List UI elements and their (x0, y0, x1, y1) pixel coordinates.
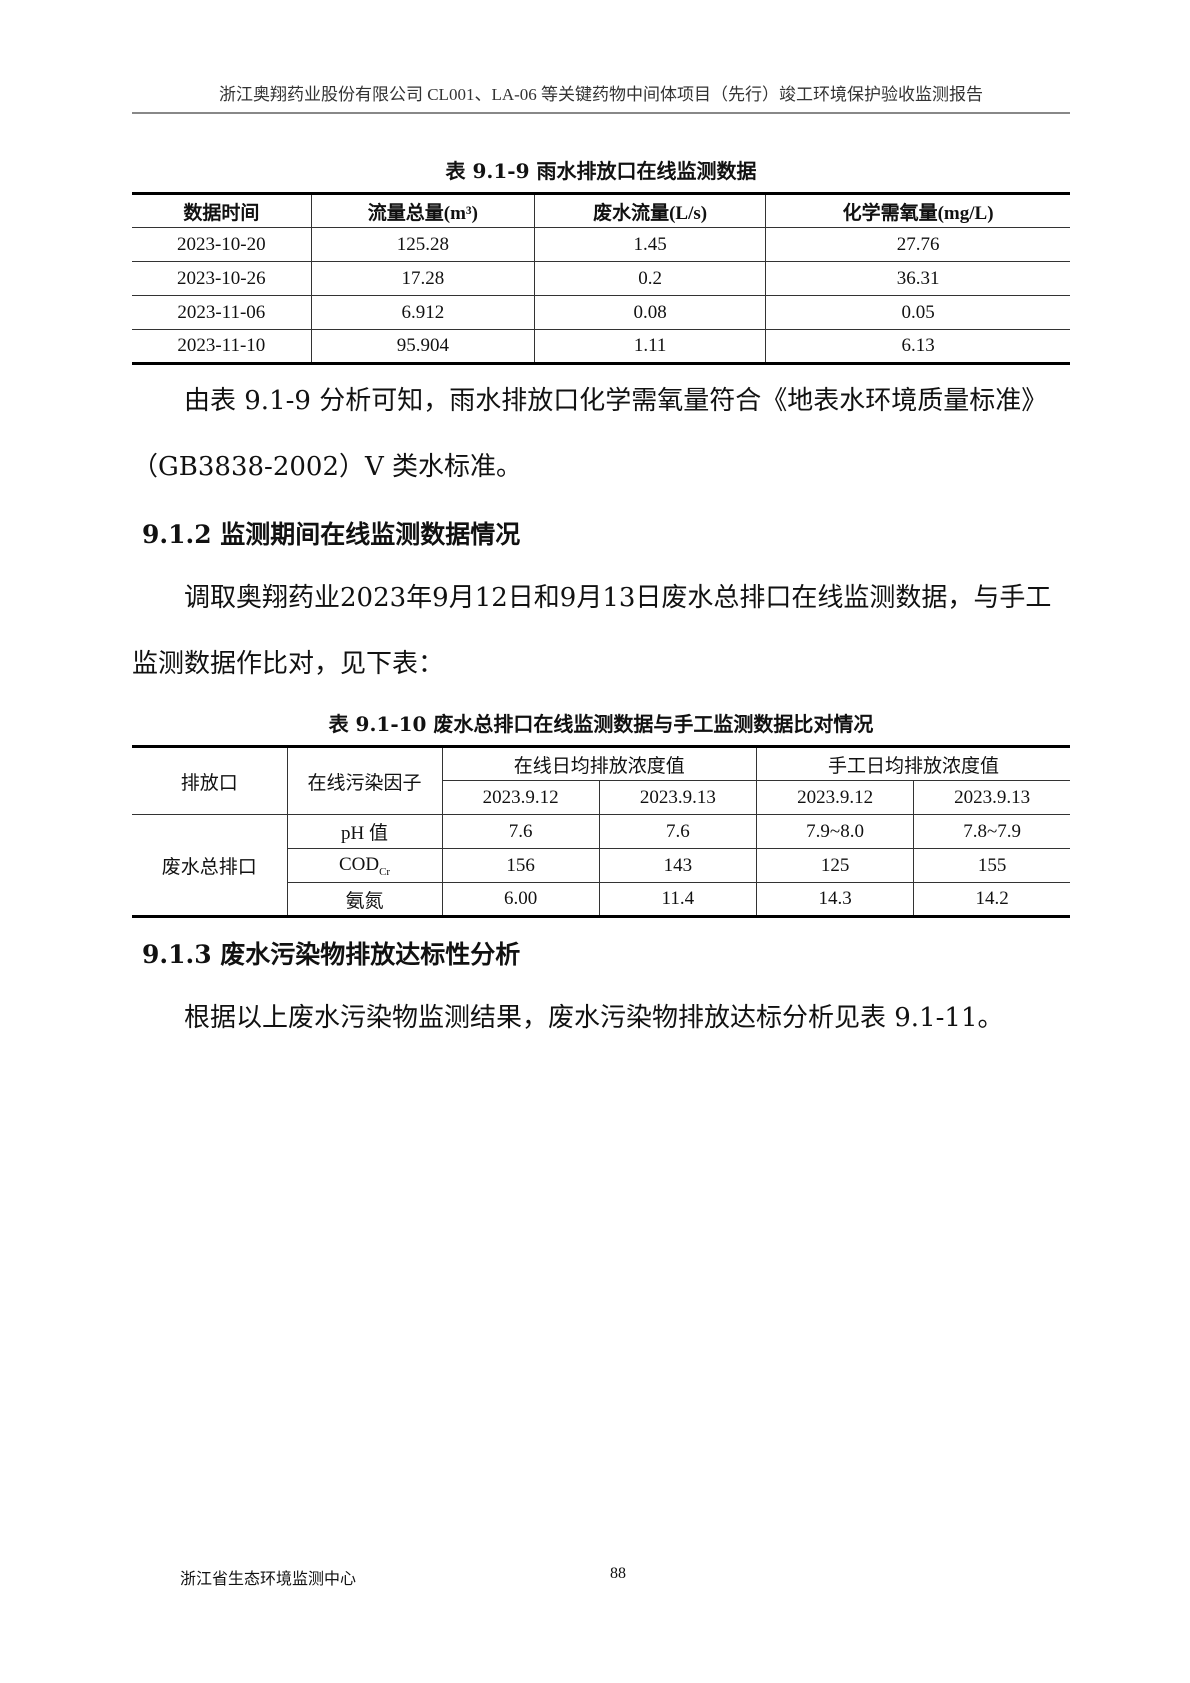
cell: 2023-11-06 (132, 295, 312, 330)
cell: 7.6 (598, 814, 757, 849)
date-header: 2023.9.13 (598, 780, 757, 815)
column-header: 废水流量(L/s) (534, 193, 767, 228)
table-row: 氨氮 6.00 11.4 14.3 14.2 (132, 882, 1070, 917)
cell: 17.28 (310, 261, 536, 296)
cell: 143 (598, 848, 757, 883)
cell: 0.2 (534, 261, 767, 296)
paragraph-analysis: 由表 9.1-9 分析可知，雨水排放口化学需氧量符合《地表水环境质量标准》（GB… (132, 386, 1048, 482)
column-header: 数据时间 (132, 193, 312, 228)
outlet-cell: 废水总排口 (132, 814, 288, 917)
column-header: 化学需氧量(mg/L) (765, 193, 1070, 228)
cell: 2023-10-20 (132, 227, 312, 262)
date-header: 2023.9.12 (442, 780, 600, 815)
section-heading-9-1-2: 9.1.2 监测期间在线监测数据情况 (142, 520, 521, 549)
column-header: 在线污染因子 (286, 746, 443, 815)
table-row: 2023-11-10 95.904 1.11 6.13 (132, 329, 1070, 364)
table2-caption: 表 9.1-10 废水总排口在线监测数据与手工监测数据比对情况 (328, 712, 874, 736)
factor-cell: 氨氮 (287, 882, 443, 917)
column-header: 排放口 (132, 746, 288, 815)
footer-organization: 浙江省生态环境监测中心 (180, 1569, 357, 1588)
cell: 125.28 (310, 227, 536, 262)
cell: 14.2 (913, 882, 1070, 917)
cell: 0.08 (534, 295, 767, 330)
cell: 7.6 (441, 814, 600, 849)
header-divider (132, 112, 1070, 114)
factor-name: COD (338, 853, 380, 875)
cell: 155 (913, 848, 1070, 883)
cell: 11.4 (598, 882, 757, 917)
column-header: 流量总量(m³) (310, 193, 536, 228)
table-row: 废水总排口 pH 值 7.6 7.6 7.9~8.0 7.8~7.9 (132, 814, 1070, 917)
table1-caption: 表 9.1-9 雨水排放口在线监测数据 (445, 159, 757, 183)
date-header: 2023.9.13 (913, 780, 1070, 815)
date-header: 2023.9.12 (755, 780, 915, 815)
table-header-row: 数据时间 流量总量(m³) 废水流量(L/s) 化学需氧量(mg/L) (132, 193, 1070, 228)
cell: 2023-11-10 (132, 329, 312, 364)
paragraph-conclusion: 根据以上废水污染物监测结果，废水污染物排放达标分析见表 9.1-11。 (184, 1003, 1004, 1033)
cell: 7.9~8.0 (755, 814, 915, 849)
cell: 2023-10-26 (132, 261, 312, 296)
factor-subscript: Cr (379, 865, 391, 878)
page-header: 浙江奥翔药业股份有限公司 CL001、LA-06 等关键药物中间体项目（先行）竣… (218, 85, 984, 104)
cell: 1.45 (534, 227, 767, 262)
cell: 36.31 (765, 261, 1070, 296)
cell: 1.11 (534, 329, 767, 364)
cell: 6.912 (310, 295, 536, 330)
cell: 95.904 (310, 329, 536, 364)
table-row: 2023-10-26 17.28 0.2 36.31 (132, 261, 1070, 296)
factor-cell: pH 值 (286, 814, 443, 849)
paragraph-intro: 调取奥翔药业2023年9月12日和9月13日废水总排口在线监测数据，与手工监测数… (132, 583, 1052, 679)
column-header: 在线日均排放浓度值 (441, 746, 757, 781)
cell: 125 (755, 848, 915, 883)
cell: 6.00 (441, 882, 600, 917)
cell: 14.3 (755, 882, 915, 917)
table-wastewater-comparison: 排放口 在线污染因子 在线日均排放浓度值 手工日均排放浓度值 2023.9.12… (132, 745, 1070, 918)
factor-cell: CODCr (287, 848, 443, 883)
cell: 7.8~7.9 (913, 814, 1070, 849)
table-row: 2023-10-20 125.28 1.45 27.76 (132, 227, 1070, 262)
cell: 27.76 (765, 227, 1070, 262)
column-header: 手工日均排放浓度值 (755, 746, 1070, 781)
cell: 6.13 (765, 329, 1070, 364)
table-row: 2023-11-06 6.912 0.08 0.05 (132, 295, 1070, 330)
cell: 156 (441, 848, 600, 883)
section-heading-9-1-3: 9.1.3 废水污染物排放达标性分析 (142, 940, 521, 969)
table-row: CODCr 156 143 125 155 (132, 848, 1070, 883)
table-rainwater-online: 数据时间 流量总量(m³) 废水流量(L/s) 化学需氧量(mg/L) 2023… (132, 192, 1070, 365)
cell: 0.05 (765, 295, 1070, 330)
table-header-row: 排放口 在线污染因子 在线日均排放浓度值 手工日均排放浓度值 (132, 746, 1070, 815)
page-number: 88 (610, 1565, 626, 1582)
